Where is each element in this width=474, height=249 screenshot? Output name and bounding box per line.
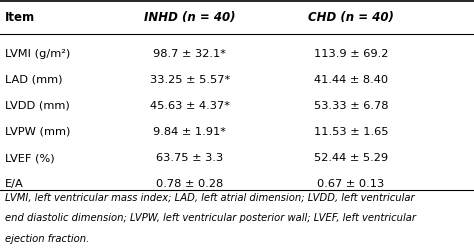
Text: 113.9 ± 69.2: 113.9 ± 69.2 xyxy=(314,49,388,59)
Text: 98.7 ± 32.1*: 98.7 ± 32.1* xyxy=(153,49,226,59)
Text: 41.44 ± 8.40: 41.44 ± 8.40 xyxy=(314,75,388,85)
Text: 11.53 ± 1.65: 11.53 ± 1.65 xyxy=(313,127,388,137)
Text: INHD (​n​ = 40): INHD (​n​ = 40) xyxy=(144,11,236,24)
Text: LAD (mm): LAD (mm) xyxy=(5,75,62,85)
Text: 52.44 ± 5.29: 52.44 ± 5.29 xyxy=(314,153,388,163)
Text: 33.25 ± 5.57*: 33.25 ± 5.57* xyxy=(149,75,230,85)
Text: Item: Item xyxy=(5,11,35,24)
Text: LVMI (g/m²): LVMI (g/m²) xyxy=(5,49,70,59)
Text: ejection fraction.: ejection fraction. xyxy=(5,234,89,244)
Text: 9.84 ± 1.91*: 9.84 ± 1.91* xyxy=(153,127,226,137)
Text: end diastolic dimension; LVPW, left ventricular posterior wall; LVEF, left ventr: end diastolic dimension; LVPW, left vent… xyxy=(5,213,416,223)
Text: 0.78 ± 0.28: 0.78 ± 0.28 xyxy=(156,179,223,189)
Text: LVEF (%): LVEF (%) xyxy=(5,153,55,163)
Text: 53.33 ± 6.78: 53.33 ± 6.78 xyxy=(313,101,388,111)
Text: 45.63 ± 4.37*: 45.63 ± 4.37* xyxy=(150,101,229,111)
Text: 0.67 ± 0.13: 0.67 ± 0.13 xyxy=(317,179,384,189)
Text: E/A: E/A xyxy=(5,179,24,189)
Text: CHD (​n​ = 40): CHD (​n​ = 40) xyxy=(308,11,394,24)
Text: 63.75 ± 3.3: 63.75 ± 3.3 xyxy=(156,153,223,163)
Text: LVPW (mm): LVPW (mm) xyxy=(5,127,70,137)
Text: LVDD (mm): LVDD (mm) xyxy=(5,101,70,111)
Text: LVMI, left ventricular mass index; LAD, left atrial dimension; LVDD, left ventri: LVMI, left ventricular mass index; LAD, … xyxy=(5,193,414,203)
